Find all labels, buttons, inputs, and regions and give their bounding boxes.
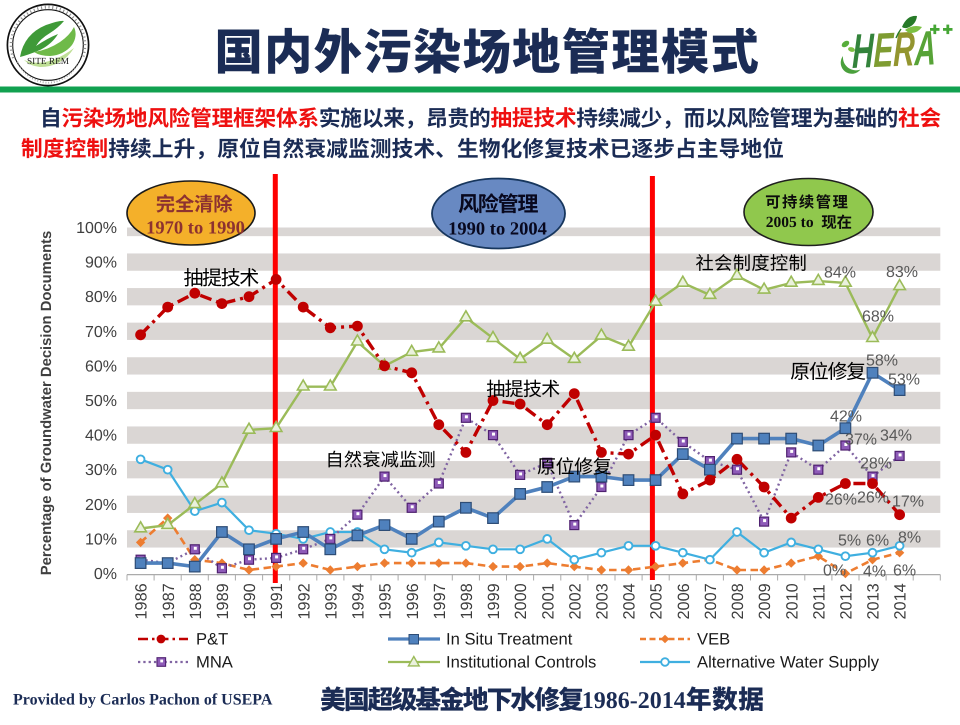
svg-text:83%: 83% [886,264,918,281]
svg-text:2013: 2013 [865,583,883,619]
svg-text:5%: 5% [838,533,861,550]
svg-text:42%: 42% [830,409,862,426]
svg-text:2008: 2008 [729,583,747,619]
svg-text:2011: 2011 [810,584,828,619]
svg-text:8%: 8% [898,530,921,547]
svg-text:1970 to 1990: 1970 to 1990 [146,219,245,239]
svg-text:2002: 2002 [566,583,584,619]
svg-text:2007: 2007 [702,583,720,619]
svg-text:10%: 10% [85,531,117,548]
svg-text:26%: 26% [857,490,889,507]
svg-text:2001: 2001 [539,583,557,619]
svg-text:84%: 84% [824,265,856,282]
svg-text:1990: 1990 [241,583,259,619]
svg-text:17%: 17% [892,494,924,511]
svg-text:0%: 0% [94,566,117,583]
svg-text:Alternative Water Supply: Alternative Water Supply [697,653,880,672]
svg-text:26%: 26% [825,492,857,509]
svg-text:In Situ Treatment: In Situ Treatment [446,630,573,649]
svg-text:0%: 0% [823,563,846,580]
svg-text:1987: 1987 [160,583,178,619]
svg-text:Institutional Controls: Institutional Controls [446,653,596,672]
svg-text:100%: 100% [76,220,117,237]
svg-text:53%: 53% [888,372,920,389]
svg-text:1993: 1993 [322,583,340,619]
svg-text:P&T: P&T [196,630,228,649]
svg-text:40%: 40% [85,428,117,445]
svg-text:28%: 28% [860,456,892,473]
svg-text:58%: 58% [866,353,898,370]
svg-text:60%: 60% [85,358,117,375]
svg-text:90%: 90% [85,255,117,272]
svg-text:1995: 1995 [377,583,395,619]
svg-text:1998: 1998 [458,583,476,619]
svg-text:2004: 2004 [621,583,639,619]
svg-text:2003: 2003 [594,583,612,619]
svg-text:2010: 2010 [783,583,801,619]
svg-text:6%: 6% [893,563,916,580]
svg-text:Percentage of Groundwater Deci: Percentage of Groundwater Decision Docum… [39,231,55,576]
svg-text:2009: 2009 [756,583,774,619]
svg-text:2012: 2012 [838,583,856,619]
svg-text:1997: 1997 [431,583,449,619]
svg-text:2005: 2005 [648,583,666,619]
svg-text:70%: 70% [85,324,117,341]
svg-text:80%: 80% [85,289,117,306]
svg-text:1994: 1994 [350,583,368,619]
svg-text:4%: 4% [863,564,886,581]
svg-text:Provided by Carlos Pachon of U: Provided by Carlos Pachon of USEPA [13,692,273,709]
svg-text:1986: 1986 [133,583,151,619]
svg-text:30%: 30% [85,462,117,479]
svg-text:1990 to 2004: 1990 to 2004 [448,220,547,240]
svg-text:50%: 50% [85,393,117,410]
svg-text:37%: 37% [845,432,877,449]
svg-text:SITE REM: SITE REM [27,57,69,67]
svg-text:2005 to: 2005 to [766,214,814,231]
svg-text:2006: 2006 [675,583,693,619]
svg-text:VEB: VEB [697,630,730,649]
svg-text:1988: 1988 [187,583,205,619]
svg-text:MNA: MNA [196,653,234,672]
svg-text:34%: 34% [880,428,912,445]
svg-text:1999: 1999 [485,583,503,619]
svg-text:2000: 2000 [512,583,530,619]
svg-text:1991: 1991 [268,583,286,619]
svg-text:2014: 2014 [892,583,910,619]
svg-text:6%: 6% [866,533,889,550]
svg-text:68%: 68% [862,309,894,326]
svg-text:20%: 20% [85,497,117,514]
svg-text:1996: 1996 [404,583,422,619]
svg-text:1992: 1992 [295,583,313,619]
svg-text:1989: 1989 [214,583,232,619]
svg-text:1986-2014: 1986-2014 [582,688,686,714]
